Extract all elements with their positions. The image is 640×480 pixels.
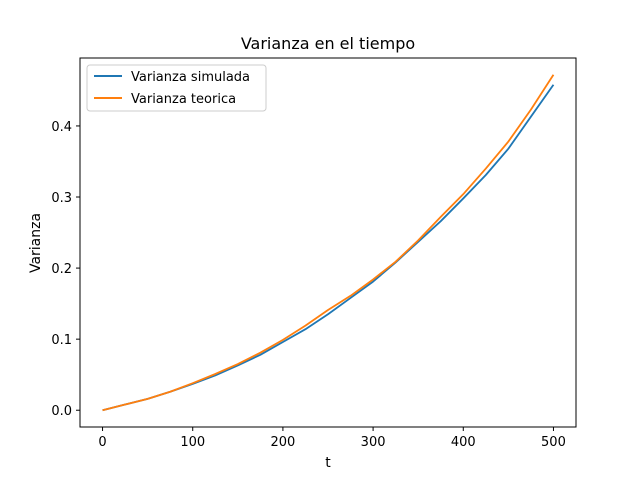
y-axis: 0.0 0.1 0.2 0.3 0.4 — [51, 120, 80, 419]
y-axis-label: Varianza — [28, 213, 44, 273]
x-tick-label: 500 — [541, 435, 566, 450]
chart-title: Varianza en el tiempo — [241, 34, 415, 53]
plot-area — [102, 74, 555, 412]
y-tick-label: 0.0 — [51, 404, 72, 419]
y-tick-label: 0.3 — [51, 191, 72, 206]
y-tick-label: 0.1 — [51, 333, 72, 348]
y-tick-label: 0.2 — [51, 262, 72, 277]
x-tick-label: 300 — [361, 435, 386, 450]
y-tick-label: 0.4 — [51, 120, 72, 135]
x-axis-label: t — [325, 455, 331, 471]
axes-frame — [79, 57, 577, 428]
x-axis: 0 100 200 300 400 500 — [98, 427, 566, 450]
x-tick-label: 100 — [180, 435, 205, 450]
legend-label-simulada: Varianza simulada — [131, 70, 250, 85]
legend-box — [86, 64, 267, 112]
legend: Varianza simulada Varianza teorica — [86, 64, 267, 112]
x-tick-label: 200 — [270, 435, 295, 450]
legend-label-teorica: Varianza teorica — [131, 92, 236, 107]
x-tick-label: 0 — [98, 435, 106, 450]
x-tick-label: 400 — [451, 435, 476, 450]
series-line-teorica — [102, 74, 555, 412]
